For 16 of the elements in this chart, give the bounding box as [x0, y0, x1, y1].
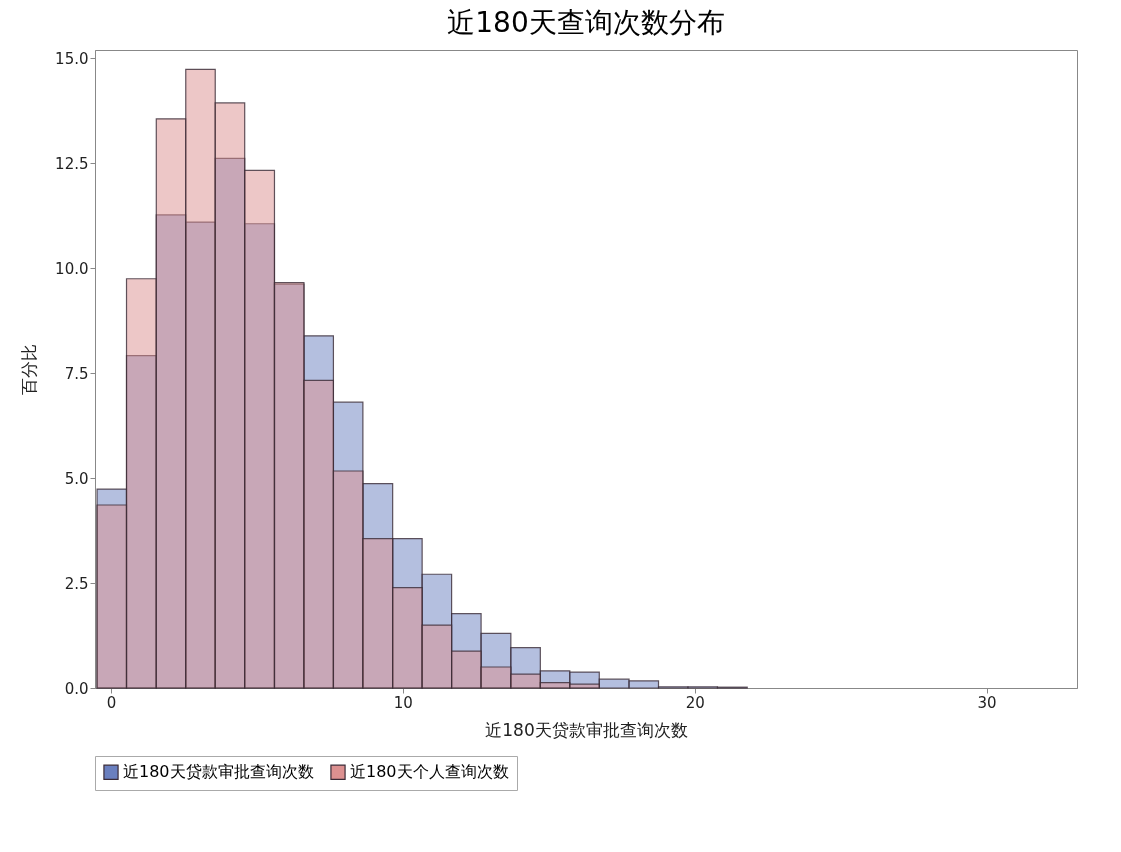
y-tick-label: 7.5: [64, 364, 89, 383]
y-tick-label: 12.5: [55, 154, 89, 173]
y-tick-label: 10.0: [55, 259, 89, 278]
chart-title: 近180天查询次数分布: [447, 6, 725, 39]
x-tick-label: 10: [393, 693, 413, 712]
y-tick-label: 5.0: [64, 469, 89, 488]
x-tick-label: 20: [685, 693, 705, 712]
x-tick-label: 30: [977, 693, 997, 712]
legend-label: 近180天贷款审批查询次数: [123, 762, 314, 782]
y-axis-title: 百分比: [19, 344, 40, 395]
x-axis-title: 近180天贷款审批查询次数: [485, 719, 688, 740]
y-tick-label: 0.0: [64, 679, 89, 698]
x-tick-label: 0: [106, 693, 117, 712]
legend-label: 近180天个人查询次数: [350, 762, 509, 782]
y-tick-label: 15.0: [55, 49, 89, 68]
y-tick-label: 2.5: [64, 574, 89, 593]
